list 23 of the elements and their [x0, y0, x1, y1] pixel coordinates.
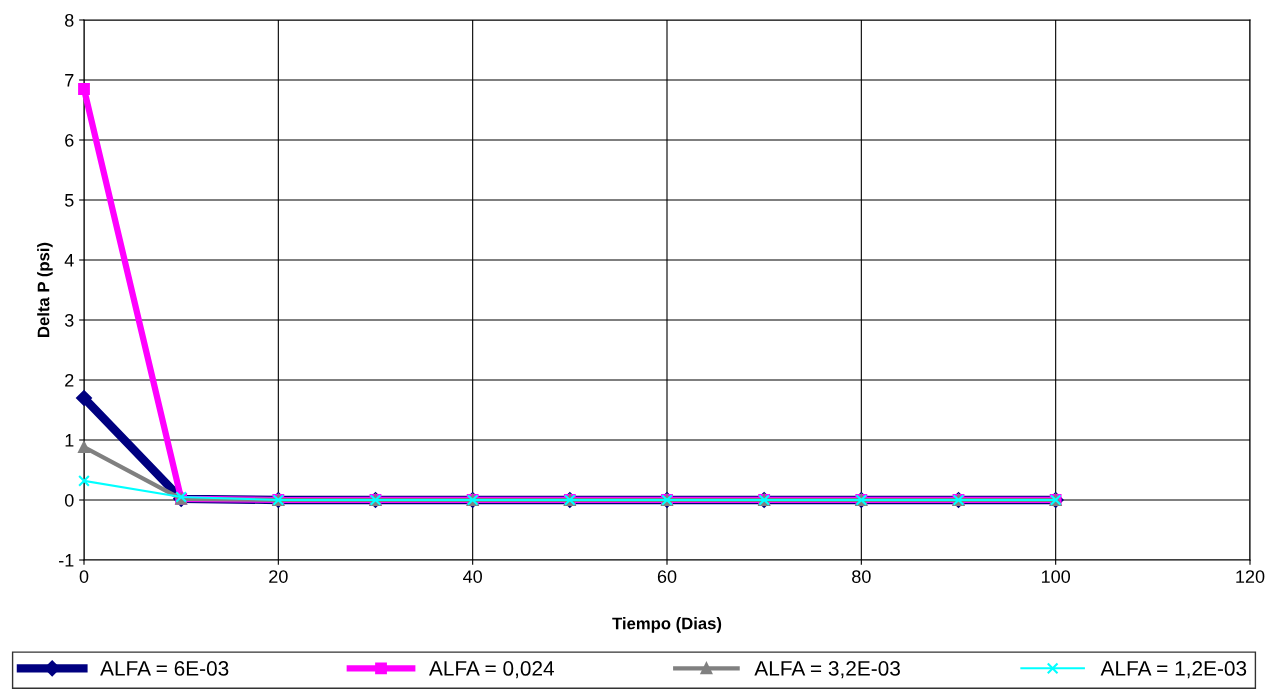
legend-label: ALFA = 1,2E-03 [1100, 661, 1247, 679]
y-tick-label: 2 [65, 373, 74, 387]
x-tick-label: 80 [852, 570, 871, 583]
legend-label: ALFA = 0,024 [428, 661, 555, 679]
y-tick-label: -1 [59, 554, 74, 567]
x-tick-label: 0 [79, 570, 89, 583]
y-tick-label: 5 [64, 194, 74, 207]
y-tick-label: 7 [65, 74, 74, 87]
y-tick-label: 0 [64, 493, 74, 507]
y-tick-label: 6 [65, 133, 74, 147]
legend-label: ALFA = 3,2E-03 [754, 661, 900, 679]
y-tick-label: 4 [64, 254, 74, 267]
x-tick-label: 100 [1041, 570, 1071, 583]
y-tick-label: 8 [65, 13, 74, 27]
y-axis-title: Delta P (psi) [37, 242, 53, 337]
legend-label: ALFA = 6E-03 [100, 661, 229, 676]
x-tick-label: 20 [269, 570, 288, 583]
y-tick-label: 1 [65, 434, 74, 447]
x-tick-label: 120 [1236, 570, 1265, 583]
y-tick-label: 3 [64, 313, 74, 327]
x-tick-label: 60 [657, 570, 677, 583]
x-axis-title: Tiempo (Dias) [612, 617, 722, 633]
x-tick-label: 40 [463, 570, 482, 583]
